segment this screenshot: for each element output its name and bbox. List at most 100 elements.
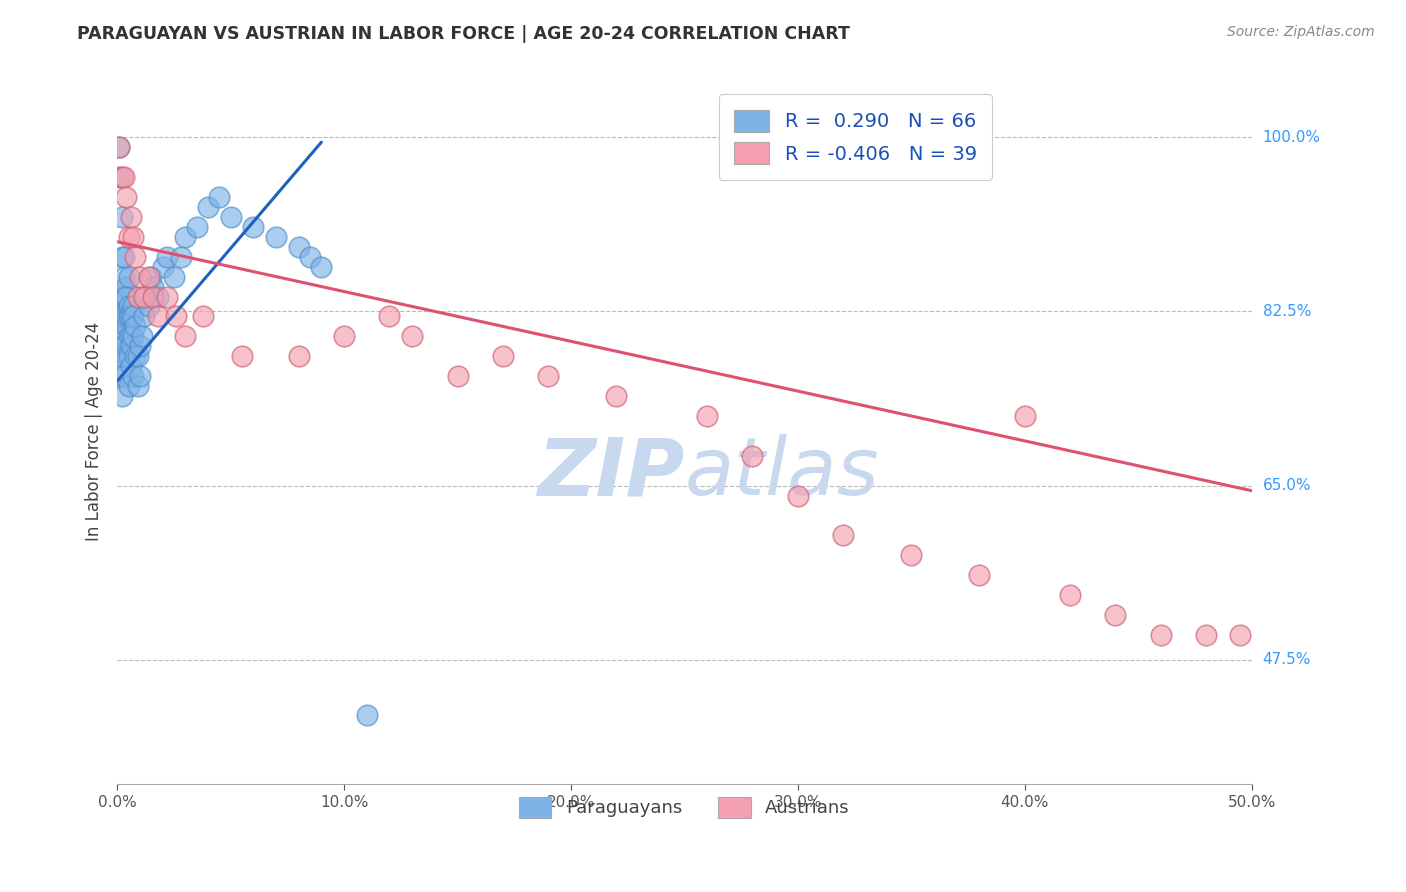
Point xyxy=(112,250,135,264)
Point xyxy=(786,489,808,503)
Point xyxy=(193,310,215,324)
Point xyxy=(120,339,142,353)
Point xyxy=(120,359,142,374)
Point xyxy=(117,349,139,363)
Point xyxy=(111,250,134,264)
Point xyxy=(146,289,169,303)
Point xyxy=(115,319,138,334)
Point xyxy=(111,169,134,184)
Point xyxy=(1104,608,1126,623)
Point xyxy=(378,310,401,324)
Point xyxy=(134,310,156,324)
Text: 65.0%: 65.0% xyxy=(1263,478,1312,493)
Point xyxy=(287,349,309,363)
Point xyxy=(1195,628,1218,642)
Text: ZIP: ZIP xyxy=(537,434,685,512)
Point xyxy=(131,329,153,343)
Point xyxy=(117,310,139,324)
Point xyxy=(134,289,156,303)
Point xyxy=(122,229,145,244)
Point xyxy=(120,329,142,343)
Point xyxy=(108,169,131,184)
Point xyxy=(115,279,138,293)
Point xyxy=(127,289,149,303)
Point xyxy=(832,528,855,542)
Point xyxy=(111,289,134,303)
Point xyxy=(115,289,138,303)
Point xyxy=(231,349,253,363)
Point xyxy=(112,369,135,384)
Legend: Paraguayans, Austrians: Paraguayans, Austrians xyxy=(512,789,858,825)
Point xyxy=(117,269,139,284)
Point xyxy=(128,369,150,384)
Point xyxy=(299,250,322,264)
Point xyxy=(170,250,193,264)
Point xyxy=(264,229,287,244)
Text: 100.0%: 100.0% xyxy=(1263,129,1320,145)
Point xyxy=(696,409,718,423)
Point xyxy=(156,289,179,303)
Point xyxy=(117,229,139,244)
Text: atlas: atlas xyxy=(685,434,879,512)
Point xyxy=(128,269,150,284)
Point xyxy=(108,140,131,154)
Point xyxy=(741,449,763,463)
Point xyxy=(108,310,131,324)
Text: 47.5%: 47.5% xyxy=(1263,652,1310,667)
Point xyxy=(115,190,138,204)
Point xyxy=(108,339,131,353)
Point xyxy=(112,339,135,353)
Point xyxy=(138,269,160,284)
Point xyxy=(174,229,197,244)
Point xyxy=(115,310,138,324)
Point xyxy=(127,349,149,363)
Point xyxy=(111,329,134,343)
Point xyxy=(128,339,150,353)
Point xyxy=(112,329,135,343)
Text: Source: ZipAtlas.com: Source: ZipAtlas.com xyxy=(1227,25,1375,39)
Point xyxy=(219,210,242,224)
Point xyxy=(108,369,131,384)
Point xyxy=(117,300,139,314)
Point xyxy=(163,269,186,284)
Point xyxy=(356,707,378,722)
Point xyxy=(141,269,163,284)
Point xyxy=(142,289,165,303)
Text: PARAGUAYAN VS AUSTRIAN IN LABOR FORCE | AGE 20-24 CORRELATION CHART: PARAGUAYAN VS AUSTRIAN IN LABOR FORCE | … xyxy=(77,25,851,43)
Point xyxy=(112,269,135,284)
Text: 82.5%: 82.5% xyxy=(1263,304,1310,319)
Point xyxy=(124,319,146,334)
Point xyxy=(152,260,174,274)
Point xyxy=(242,219,264,234)
Point xyxy=(122,369,145,384)
Point xyxy=(492,349,515,363)
Point xyxy=(112,169,135,184)
Point xyxy=(111,310,134,324)
Point xyxy=(138,300,160,314)
Point xyxy=(401,329,423,343)
Point xyxy=(122,329,145,343)
Point xyxy=(287,240,309,254)
Point xyxy=(186,219,208,234)
Point xyxy=(156,250,179,264)
Point xyxy=(117,329,139,343)
Point xyxy=(124,349,146,363)
Point xyxy=(900,549,922,563)
Point xyxy=(1229,628,1251,642)
Point xyxy=(111,210,134,224)
Point xyxy=(146,310,169,324)
Point xyxy=(208,190,231,204)
Point xyxy=(969,568,991,582)
Point xyxy=(115,349,138,363)
Point xyxy=(1059,588,1081,602)
Point xyxy=(135,289,157,303)
Point xyxy=(108,140,131,154)
Point xyxy=(111,389,134,403)
Point xyxy=(127,379,149,393)
Point xyxy=(446,369,468,384)
Point xyxy=(165,310,187,324)
Point xyxy=(122,310,145,324)
Y-axis label: In Labor Force | Age 20-24: In Labor Force | Age 20-24 xyxy=(86,321,103,541)
Point xyxy=(117,379,139,393)
Point xyxy=(124,250,146,264)
